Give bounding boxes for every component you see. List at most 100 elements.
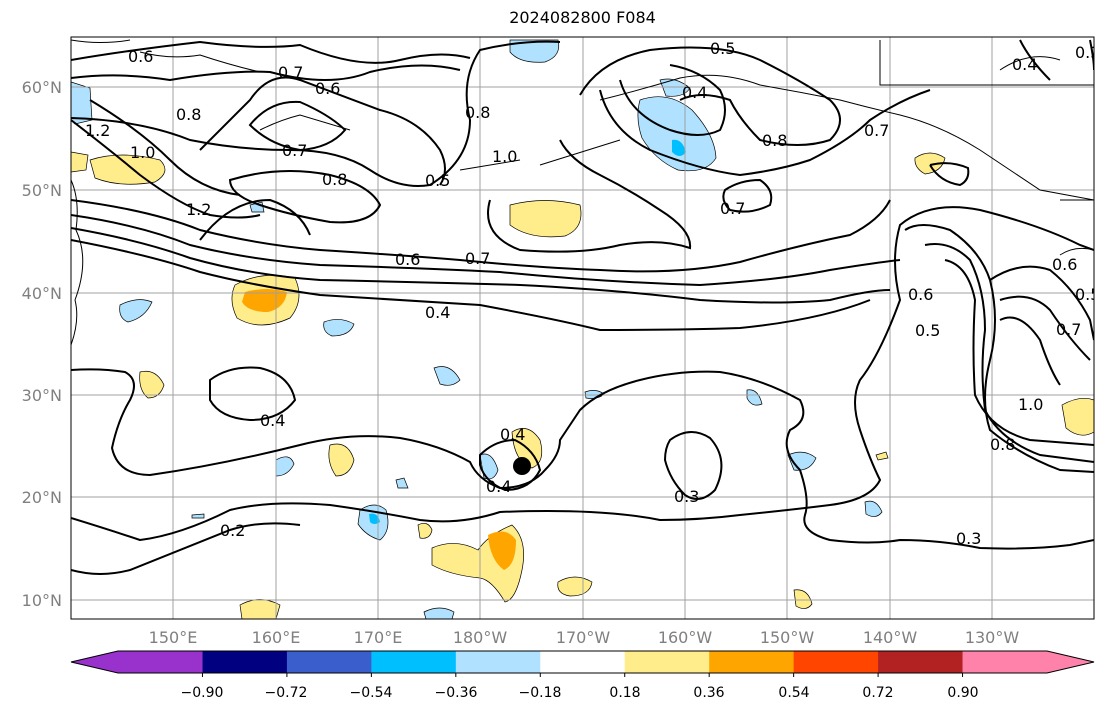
- positive-patch: [488, 531, 516, 570]
- colorbar: [70, 650, 1095, 677]
- contour-label: 1.0: [1018, 395, 1043, 414]
- colorbar-tick-label: −0.72: [265, 685, 308, 701]
- coastlines: [71, 39, 1094, 346]
- negative-patch: [509, 39, 560, 63]
- contour-label: 0.2: [220, 521, 245, 540]
- colorbar-segment: [286, 651, 372, 673]
- lon-label: 150°W: [760, 628, 815, 647]
- contour-label: 0.6: [395, 250, 420, 269]
- colorbar-tick-label: −0.18: [519, 685, 562, 701]
- contour-label: 0.7: [864, 121, 889, 140]
- contour-label: 1.2: [186, 200, 211, 219]
- colorbar-segment: [793, 651, 879, 673]
- contour-label: 0.6: [315, 79, 340, 98]
- positive-patch: [328, 443, 355, 477]
- contour-label: 0.3: [674, 487, 699, 506]
- contour-label: 0.5: [1075, 285, 1100, 304]
- gridlines: [71, 37, 1094, 619]
- negative-patch: [369, 513, 380, 524]
- lat-label: 10°N: [22, 591, 62, 610]
- positive-patch: [793, 589, 813, 609]
- lat-label: 30°N: [22, 386, 62, 405]
- location-marker: [513, 457, 531, 475]
- colorbar-labels: −0.90 −0.72 −0.54 −0.36 −0.18 0.18 0.36 …: [181, 685, 979, 701]
- contour-label: 0.4: [425, 303, 450, 322]
- positive-patch: [914, 152, 946, 175]
- contour-label: 0.7: [720, 199, 745, 218]
- contour-label: 0.6: [1052, 255, 1077, 274]
- colorbar-tick-label: 0.18: [609, 685, 640, 701]
- contour-label: 0.5: [915, 321, 940, 340]
- lat-label: 40°N: [22, 284, 62, 303]
- colorbar-segment: [624, 651, 710, 673]
- positive-patch: [875, 451, 889, 461]
- colorbar-segment: [540, 651, 626, 673]
- contour-label: 0.4: [260, 411, 285, 430]
- positive-patch: [239, 599, 281, 619]
- lon-label: 170°W: [556, 628, 611, 647]
- contour-label: 0.4: [682, 83, 707, 102]
- negative-patch: [659, 78, 691, 97]
- negative-patch: [119, 299, 153, 323]
- anomaly-patches: [71, 39, 1094, 619]
- contour-lines: [71, 39, 1094, 575]
- lon-label: 160°E: [252, 628, 301, 647]
- negative-patch: [323, 319, 355, 337]
- lon-label: 150°E: [149, 628, 198, 647]
- positive-patch: [89, 154, 166, 185]
- contour-label: 0.8: [176, 105, 201, 124]
- colorbar-segment: [71, 651, 203, 673]
- contour-label: 0.4: [1012, 55, 1037, 74]
- contour-label: 0.3: [956, 529, 981, 548]
- colorbar-tick-label: 0.36: [693, 685, 724, 701]
- contour-label: 0.8: [465, 103, 490, 122]
- contour-label: 0.7: [465, 249, 490, 268]
- positive-patch: [1061, 398, 1094, 436]
- colorbar-tick-label: −0.54: [350, 685, 393, 701]
- negative-patch: [672, 139, 686, 156]
- lon-label: 130°W: [965, 628, 1020, 647]
- positive-patch: [509, 200, 582, 238]
- map-frame: [70, 36, 1095, 620]
- contour-label: 0.8: [990, 435, 1015, 454]
- contour-label: 0.4: [486, 477, 511, 496]
- lon-label: 180°W: [453, 628, 508, 647]
- colorbar-tick-label: −0.36: [435, 685, 478, 701]
- contour-label: 1.0: [492, 147, 517, 166]
- colorbar-tick-label: 0.54: [778, 685, 809, 701]
- colorbar-segment: [202, 651, 288, 673]
- negative-patch: [433, 366, 461, 386]
- colorbar-outline: [70, 650, 1095, 674]
- map-title: 2024082800 F084: [509, 8, 656, 27]
- longitude-labels: 150°E 160°E 170°E 180°W 170°W 160°W 150°…: [149, 628, 1020, 647]
- contour-label: 0.8: [762, 131, 787, 150]
- colorbar-segment: [878, 651, 964, 673]
- lon-label: 170°E: [354, 628, 403, 647]
- negative-patch: [275, 456, 295, 477]
- contour-label: 0.6: [908, 285, 933, 304]
- lat-label: 60°N: [22, 78, 62, 97]
- latitude-labels: 60°N 50°N 40°N 30°N 20°N 10°N: [22, 78, 62, 610]
- contour-label: 1.0: [130, 143, 155, 162]
- negative-patch: [746, 389, 763, 406]
- contour-labels: 0.6 0.7 0.6 0.8 1.2 1.0 0.7 0.8 1.2 0.5 …: [85, 39, 1100, 548]
- lon-label: 140°W: [863, 628, 918, 647]
- colorbar-tick-label: 0.72: [862, 685, 893, 701]
- colorbar-segment: [962, 651, 1094, 673]
- contour-label: 0.7: [282, 141, 307, 160]
- colorbar-segment: [371, 651, 457, 673]
- positive-patch: [71, 151, 89, 173]
- colorbar-segment: [455, 651, 541, 673]
- contour-label: 1.2: [85, 121, 110, 140]
- negative-patch: [191, 513, 205, 519]
- contour-label: 0.7: [1056, 320, 1081, 339]
- colorbar-tick-label: 0.90: [947, 685, 978, 701]
- contour-label: 0.7: [278, 63, 303, 82]
- contour-label: 0.8: [322, 170, 347, 189]
- colorbar-tick-label: −0.90: [181, 685, 224, 701]
- positive-patch: [417, 523, 433, 539]
- colorbar-segment: [709, 651, 795, 673]
- lat-label: 20°N: [22, 488, 62, 507]
- contour-label: 0.5: [425, 171, 450, 190]
